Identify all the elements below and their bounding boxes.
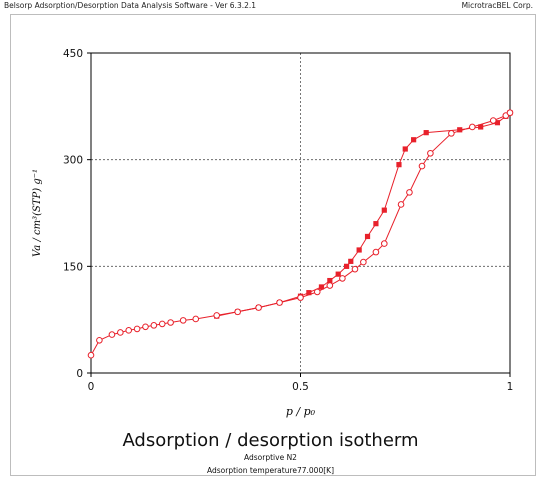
data-point <box>489 117 497 124</box>
data-point <box>411 137 417 143</box>
y-tick-label: 0 <box>76 368 83 380</box>
data-point <box>327 277 333 284</box>
data-point <box>381 207 387 213</box>
data-point <box>351 265 359 273</box>
data-point <box>318 284 325 290</box>
data-point <box>276 299 283 306</box>
data-point <box>396 162 402 168</box>
vendor-label: MicrotracBEL Corp. <box>461 1 533 10</box>
data-point <box>364 233 371 240</box>
data-point <box>494 120 501 126</box>
data-point <box>150 322 158 329</box>
data-point <box>306 290 312 296</box>
data-point <box>381 240 388 247</box>
data-point <box>125 327 133 334</box>
series-line <box>216 112 511 317</box>
axis-ticks: 0 150 300 450 0 0.5 1 <box>63 48 513 393</box>
data-point <box>343 263 350 269</box>
data-point <box>179 317 187 324</box>
window-titlebar: Belsorp Adsorption/Desorption Data Analy… <box>0 0 541 12</box>
data-point <box>192 315 200 323</box>
data-point <box>117 329 124 336</box>
data-point <box>133 325 141 333</box>
data-point <box>326 282 334 289</box>
app-title: Belsorp Adsorption/Desorption Data Analy… <box>4 1 257 10</box>
data-point <box>87 351 95 359</box>
grid-lines <box>91 53 510 373</box>
isotherm-chart: 0 150 300 450 0 0.5 1 p / p₀ Va / cm³(STP) g⁻¹ <box>32 48 514 418</box>
data-point <box>448 130 455 137</box>
data-point <box>348 258 354 264</box>
data-point <box>313 288 321 296</box>
chart-title: Adsorption / desorption isotherm <box>122 430 419 451</box>
y-tick-label: 450 <box>63 48 83 60</box>
y-tick-label: 300 <box>63 155 83 167</box>
data-point <box>468 123 476 131</box>
data-point <box>427 149 434 157</box>
x-axis-label: p / p₀ <box>286 405 316 418</box>
data-point <box>339 275 346 282</box>
data-point <box>506 109 514 117</box>
x-tick-label: 0 <box>88 381 95 393</box>
data-series <box>87 109 514 359</box>
data-point <box>213 312 220 319</box>
data-point <box>478 124 484 130</box>
series-filled <box>214 110 513 319</box>
temperature-caption: Adsorption temperature77.000[K] <box>206 466 334 475</box>
data-point <box>372 248 380 256</box>
data-point <box>142 323 149 331</box>
data-point <box>457 127 463 133</box>
data-point <box>255 304 262 311</box>
data-point <box>418 162 426 170</box>
y-tick-label: 150 <box>63 261 83 273</box>
data-point <box>335 271 341 277</box>
adsorptive-caption: Adsorptive N2 <box>244 453 297 462</box>
data-point <box>356 247 362 253</box>
data-point <box>158 320 166 328</box>
x-tick-label: 0.5 <box>292 381 309 393</box>
data-point <box>96 336 103 344</box>
chart-frame <box>10 14 536 476</box>
data-point <box>234 308 241 316</box>
y-axis-label: Va / cm³(STP) g⁻¹ <box>32 169 43 257</box>
data-point <box>423 130 429 136</box>
data-point <box>167 319 174 326</box>
data-point <box>360 258 367 266</box>
data-point <box>373 221 379 227</box>
data-point <box>397 201 405 208</box>
data-point <box>108 331 116 338</box>
data-point <box>406 189 413 196</box>
series-open <box>87 109 514 359</box>
data-point <box>297 294 304 301</box>
x-tick-label: 1 <box>507 381 514 393</box>
data-point <box>402 146 408 152</box>
